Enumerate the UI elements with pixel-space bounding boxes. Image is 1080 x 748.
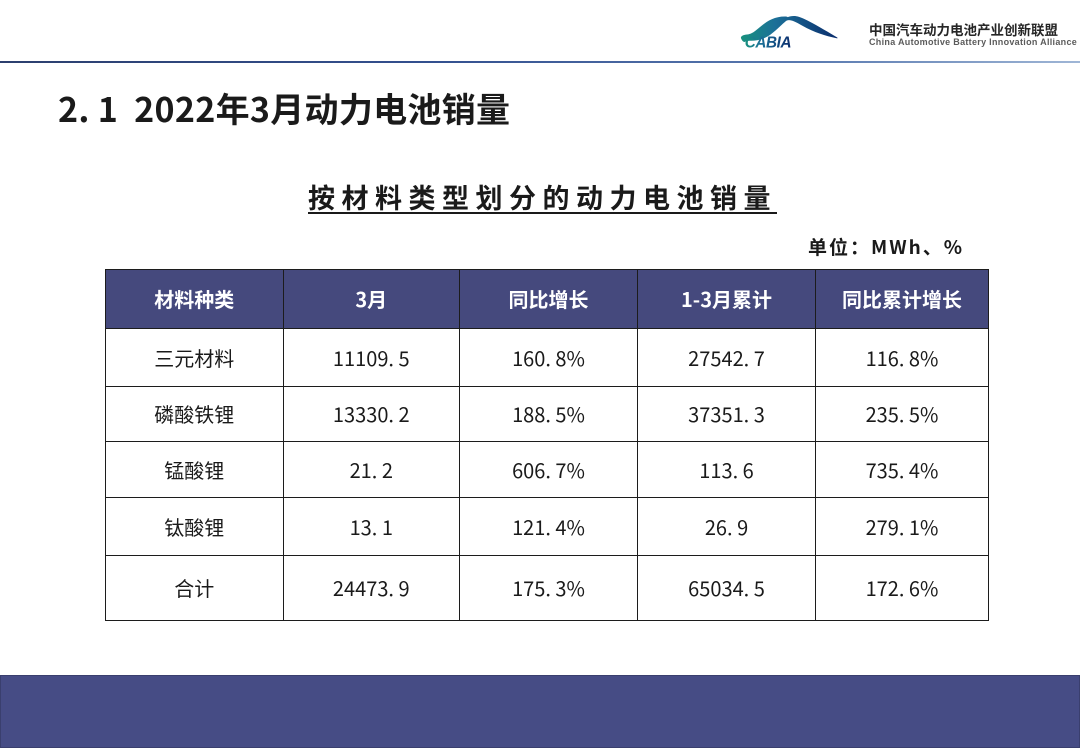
svg-text:CABIA: CABIA <box>745 34 791 49</box>
